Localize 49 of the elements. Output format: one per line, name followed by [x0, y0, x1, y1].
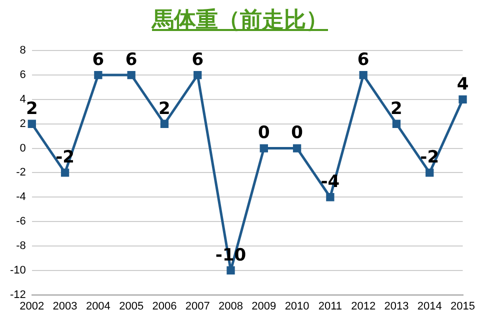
point: [160, 120, 169, 128]
x-tick-label: 2004: [86, 300, 110, 312]
point: [392, 120, 401, 128]
y-tick-label: -8: [16, 240, 26, 252]
x-tick-label: 2012: [351, 300, 376, 312]
point: [260, 144, 268, 152]
data-label: 6: [192, 50, 204, 70]
point: [226, 266, 235, 274]
y-tick-label: -4: [16, 191, 26, 204]
x-tick-label: 2014: [417, 300, 442, 312]
point: [94, 70, 102, 80]
y-tick-label: 0: [20, 142, 26, 154]
point: [426, 168, 434, 177]
x-tick-label: 2002: [20, 300, 44, 312]
x-tick-label: 2005: [119, 300, 144, 312]
data-label: 0: [291, 123, 304, 144]
point: [60, 168, 70, 177]
x-tick-label: 2007: [185, 300, 210, 312]
y-tick-label: 2: [20, 118, 26, 130]
x-tick-label: 2009: [252, 300, 276, 312]
data-label: 0: [258, 123, 270, 144]
point: [28, 120, 36, 128]
y-tick-label: 4: [20, 93, 26, 106]
data-label: 4: [456, 74, 469, 94]
y-tick-label: -10: [10, 264, 26, 276]
y-tick-label: -2: [16, 166, 26, 179]
x-tick-label: 2006: [152, 300, 177, 312]
point: [359, 70, 368, 80]
x-tick-label: 2013: [384, 300, 409, 312]
point: [292, 144, 302, 152]
x-tick-label: 2010: [284, 300, 310, 312]
data-label: 6: [92, 50, 104, 70]
point: [127, 70, 136, 80]
x-tick-label: 2003: [52, 300, 78, 312]
y-tick-label: -6: [16, 216, 26, 228]
y-tick-label: 6: [20, 69, 26, 82]
x-tick-label: 2011: [318, 300, 342, 312]
data-label: 2: [390, 98, 402, 119]
data-label: 6: [357, 50, 370, 70]
data-label: 6: [125, 50, 138, 70]
point: [458, 95, 467, 104]
data-label: 2: [158, 98, 170, 119]
point: [326, 193, 334, 202]
chart-title: 馬体重（前走比）: [150, 7, 329, 35]
y-tick-label: -12: [10, 288, 26, 301]
x-tick-label: 2015: [450, 300, 476, 312]
x-tick-label: 2008: [218, 300, 243, 312]
point: [194, 70, 202, 80]
y-tick-label: 8: [20, 44, 26, 57]
